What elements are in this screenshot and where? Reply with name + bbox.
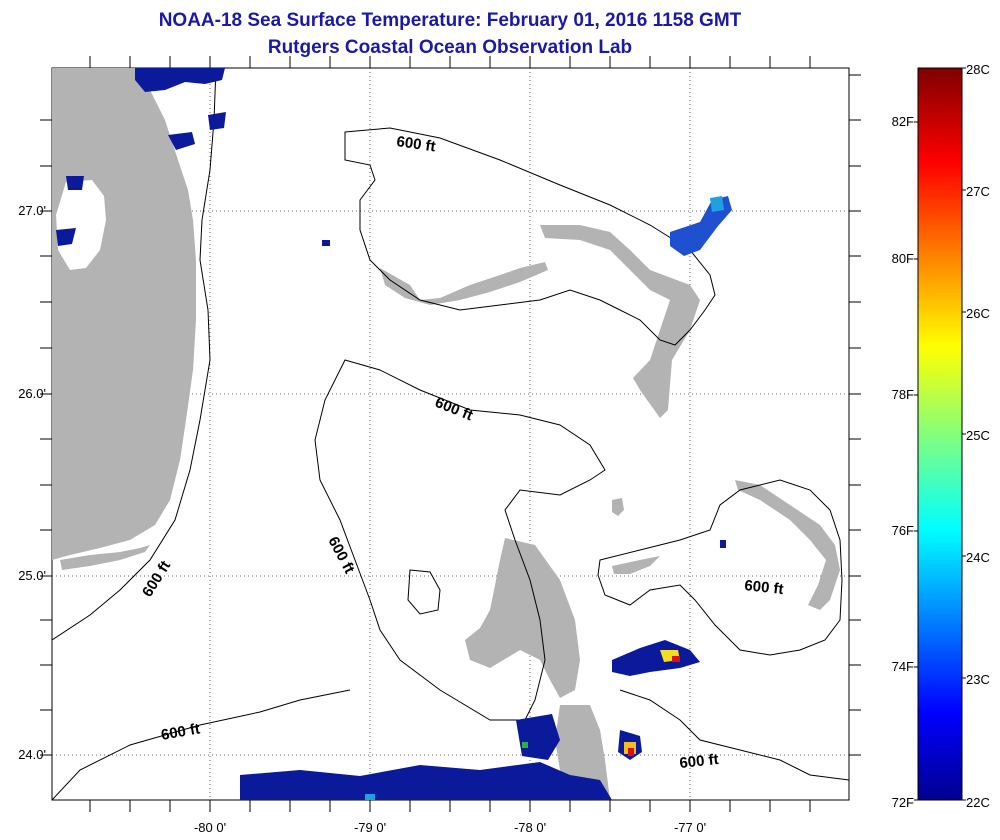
eleuthera [735,480,840,610]
colorbar [917,67,963,801]
colorbar-f-78: 78F [891,387,914,402]
lake-okeechobee [56,180,106,270]
colorbar-f-80: 80F [891,251,914,266]
isobath-label-6: 600 ft [160,720,202,744]
isobath-label-7: 600 ft [679,751,720,772]
map-title: NOAA-18 Sea Surface Temperature: Februar… [158,10,742,31]
colorbar-ticks [914,67,966,801]
isobath-600ft [52,68,849,800]
colorbar-c-24: 24C [966,550,990,565]
lat-label-25: 25.0' [18,568,46,583]
bimini [612,498,624,516]
lon-label-80: -80 0' [193,820,227,835]
isobath-label-1: 600 ft [395,133,436,155]
grand-bahama [380,262,548,305]
sst-pixels [56,68,732,800]
colorbar-f-76: 76F [891,523,914,538]
lat-label-24: 24.0' [18,747,46,762]
colorbar-c-25: 25C [966,428,990,443]
isobath-label-5: 600 ft [744,577,785,598]
florida-keys [60,545,150,570]
lon-label-79: -79 0' [353,820,387,835]
abaco-islands [540,225,700,418]
lon-label-77: -77 0' [673,820,707,835]
map-ticks [40,56,861,812]
lat-label-26: 26.0' [18,386,46,401]
colorbar-c-28: 28C [966,62,990,77]
berry-islands [612,556,660,574]
colorbar-c-23: 23C [966,672,990,687]
colorbar-c-27: 27C [966,184,990,199]
colorbar-c-22: 22C [966,795,990,810]
colorbar-c-26: 26C [966,306,990,321]
andros-island [465,538,580,698]
colorbar-f-72: 72F [891,795,914,810]
lat-label-27: 27.0' [18,203,46,218]
map-subtitle: Rutgers Coastal Ocean Observation Lab [267,37,633,58]
colorbar-f-74: 74F [891,659,914,674]
colorbar-f-82: 82F [891,114,914,129]
lon-label-78: -78 0' [513,820,547,835]
